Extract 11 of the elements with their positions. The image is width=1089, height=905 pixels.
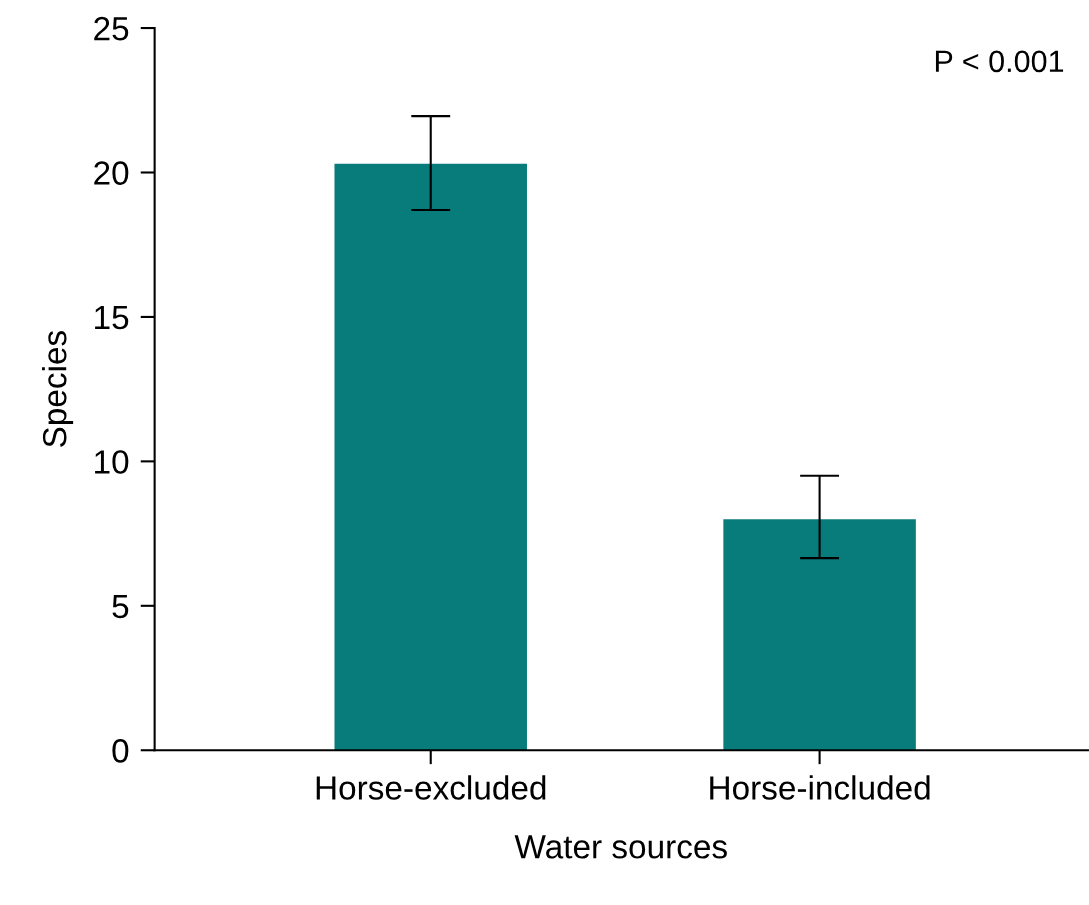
y-tick-label: 15 [95,306,129,330]
x-axis-title: Water sources [514,835,727,859]
x-tick-label: Horse-included [710,775,930,800]
y-axis-title: Species [42,331,74,447]
x-tick-label: Horse-excluded [316,775,546,800]
y-tick-label: 25 [94,16,129,41]
y-tick-label: 10 [95,450,129,474]
y-tick-label: 20 [94,161,129,185]
annotation: P < 0.001 [935,50,1064,73]
y-tick-label: 0 [112,739,129,763]
y-tick-label: 5 [112,594,129,619]
